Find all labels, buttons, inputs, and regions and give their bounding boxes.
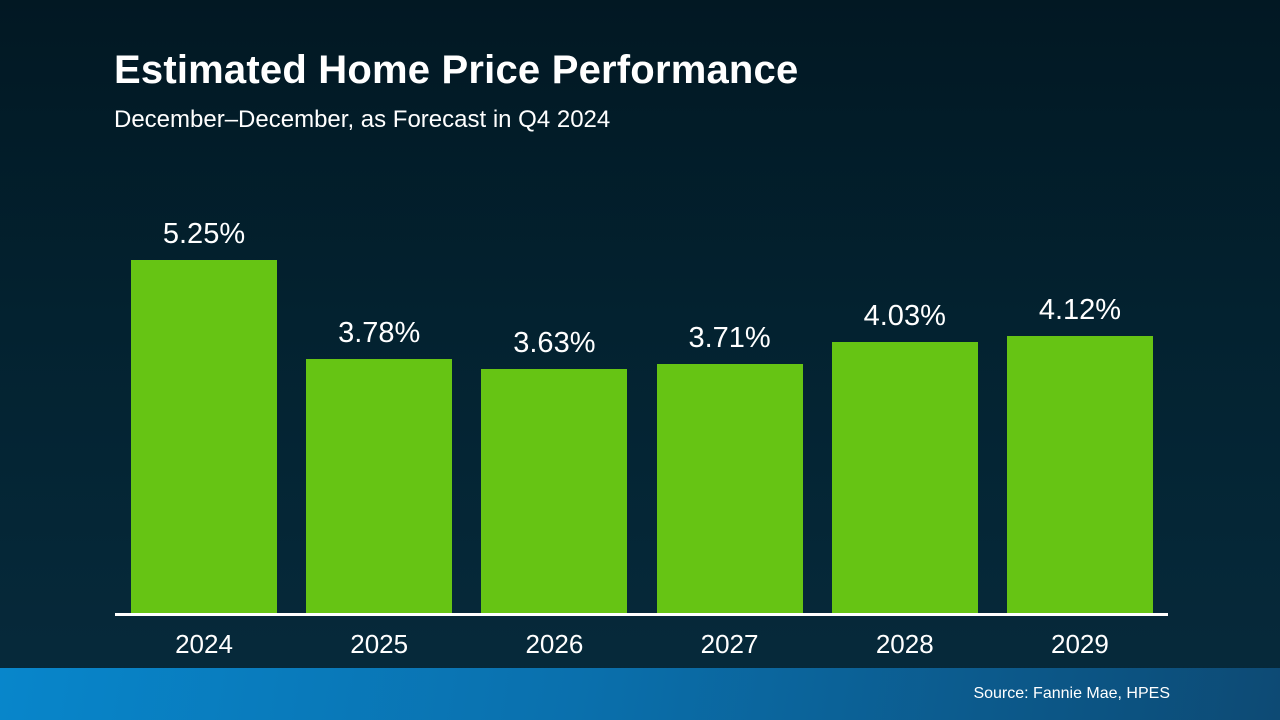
bar-rect xyxy=(131,260,277,613)
page-subtitle: December–December, as Forecast in Q4 202… xyxy=(114,106,611,133)
x-axis-label: 2026 xyxy=(525,629,584,659)
bar-value-label: 4.12% xyxy=(1038,294,1122,326)
bar-rect xyxy=(831,342,978,613)
x-axis-label: 2025 xyxy=(350,629,409,659)
bar-rect xyxy=(306,359,453,613)
x-axis-label: 2024 xyxy=(175,629,233,659)
bar-value-label: 3.63% xyxy=(513,327,596,359)
bar-rect xyxy=(656,364,803,613)
bar-group-2028: 4.03% xyxy=(831,300,978,613)
x-axis-label: 2028 xyxy=(875,629,934,659)
x-axis-label: 2027 xyxy=(700,629,759,659)
bar-rect xyxy=(481,369,628,613)
page-title: Estimated Home Price Performance xyxy=(114,48,799,92)
bar-rect xyxy=(1006,336,1153,613)
bar-group-2029: 4.12% xyxy=(1006,294,1153,613)
bar-value-label: 3.71% xyxy=(688,322,771,354)
bar-value-label: 4.03% xyxy=(863,300,946,332)
x-axis-line xyxy=(115,613,1168,616)
bar-group-2027: 3.71% xyxy=(656,322,803,613)
bars-row: 5.25% 3.78% 3.63% 3.71% 4.03% 4.12% xyxy=(131,0,1153,613)
bar-group-2025: 3.78% xyxy=(306,317,453,613)
bar-value-label: 3.78% xyxy=(338,317,421,349)
bar-group-2026: 3.63% xyxy=(481,327,628,613)
x-axis-labels: 2024 2025 2026 2027 2028 2029 xyxy=(131,629,1153,660)
bar-value-label: 5.25% xyxy=(162,218,246,250)
x-axis-label: 2029 xyxy=(1051,629,1109,659)
source-text: Source: Fannie Mae, HPES xyxy=(973,685,1170,702)
footer-bar: Source: Fannie Mae, HPES xyxy=(0,668,1280,720)
bar-group-2024: 5.25% xyxy=(131,218,277,613)
